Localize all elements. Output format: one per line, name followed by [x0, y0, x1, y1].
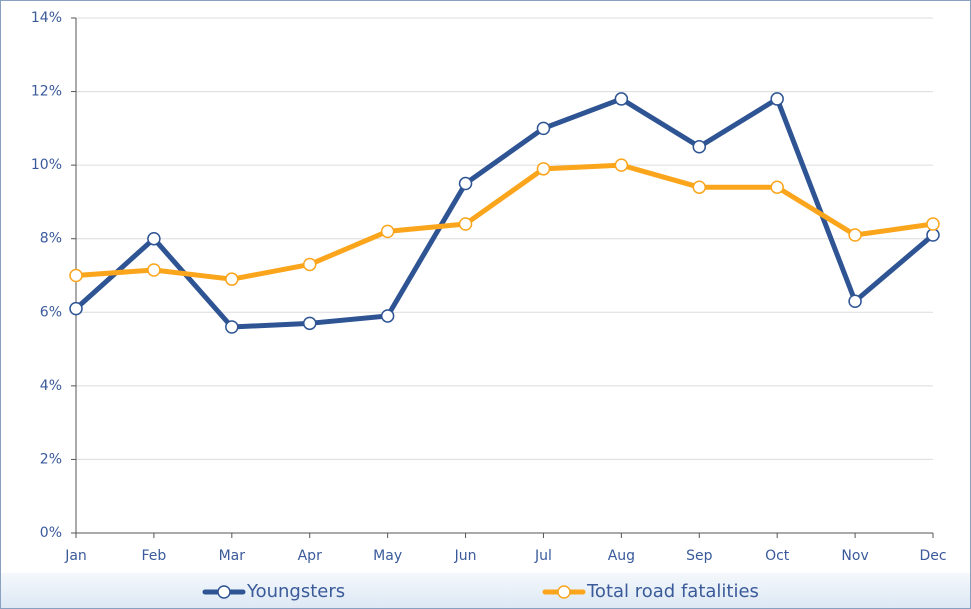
data-point	[692, 180, 707, 194]
y-tick-label: 0%	[40, 525, 62, 541]
x-tick-label: Apr	[298, 548, 322, 564]
x-tick-label: Jul	[534, 548, 552, 564]
data-point	[770, 92, 784, 106]
legend-background	[1, 573, 970, 608]
data-point	[926, 217, 940, 231]
data-point	[848, 294, 862, 308]
x-tick-label: Oct	[765, 548, 790, 564]
x-tick-label: May	[373, 548, 402, 564]
x-tick-label: Jan	[64, 548, 87, 564]
x-tick-label: Feb	[142, 548, 167, 564]
data-point	[147, 231, 161, 246]
legend-label: Total road fatalities	[586, 581, 759, 602]
series-line	[75, 162, 934, 282]
data-point	[926, 228, 940, 242]
data-point	[848, 228, 862, 242]
series-line	[74, 96, 935, 330]
data-point	[380, 224, 395, 239]
legend-marker	[217, 585, 231, 599]
data-point	[380, 309, 395, 323]
data-point	[692, 140, 707, 154]
data-point	[458, 176, 473, 191]
data-point	[147, 263, 161, 277]
y-tick-label: 14%	[31, 10, 62, 26]
data-point	[536, 162, 551, 176]
legend-label: Youngsters	[246, 581, 345, 602]
data-point	[69, 268, 83, 283]
data-point	[225, 272, 239, 286]
x-tick-label: Sep	[686, 548, 713, 564]
data-point	[302, 257, 317, 272]
data-point	[69, 301, 83, 316]
y-tick-label: 4%	[40, 378, 62, 394]
x-tick-label: Aug	[608, 548, 635, 564]
x-tick-label: Jun	[454, 548, 477, 564]
y-tick-label: 8%	[40, 231, 62, 247]
data-point	[770, 180, 784, 194]
x-tick-label: Nov	[841, 548, 868, 564]
legend-marker	[557, 585, 571, 599]
x-tick-label: Mar	[219, 548, 246, 564]
data-point	[536, 121, 551, 136]
data-point	[614, 158, 629, 172]
x-tick-label: Dec	[919, 548, 946, 564]
y-tick-label: 6%	[40, 304, 62, 320]
data-point	[458, 217, 473, 231]
y-tick-label: 10%	[31, 157, 62, 173]
data-point	[614, 92, 629, 106]
data-point	[225, 320, 239, 334]
y-tick-label: 2%	[40, 451, 62, 467]
y-tick-label: 12%	[31, 84, 62, 100]
data-point	[302, 316, 317, 331]
